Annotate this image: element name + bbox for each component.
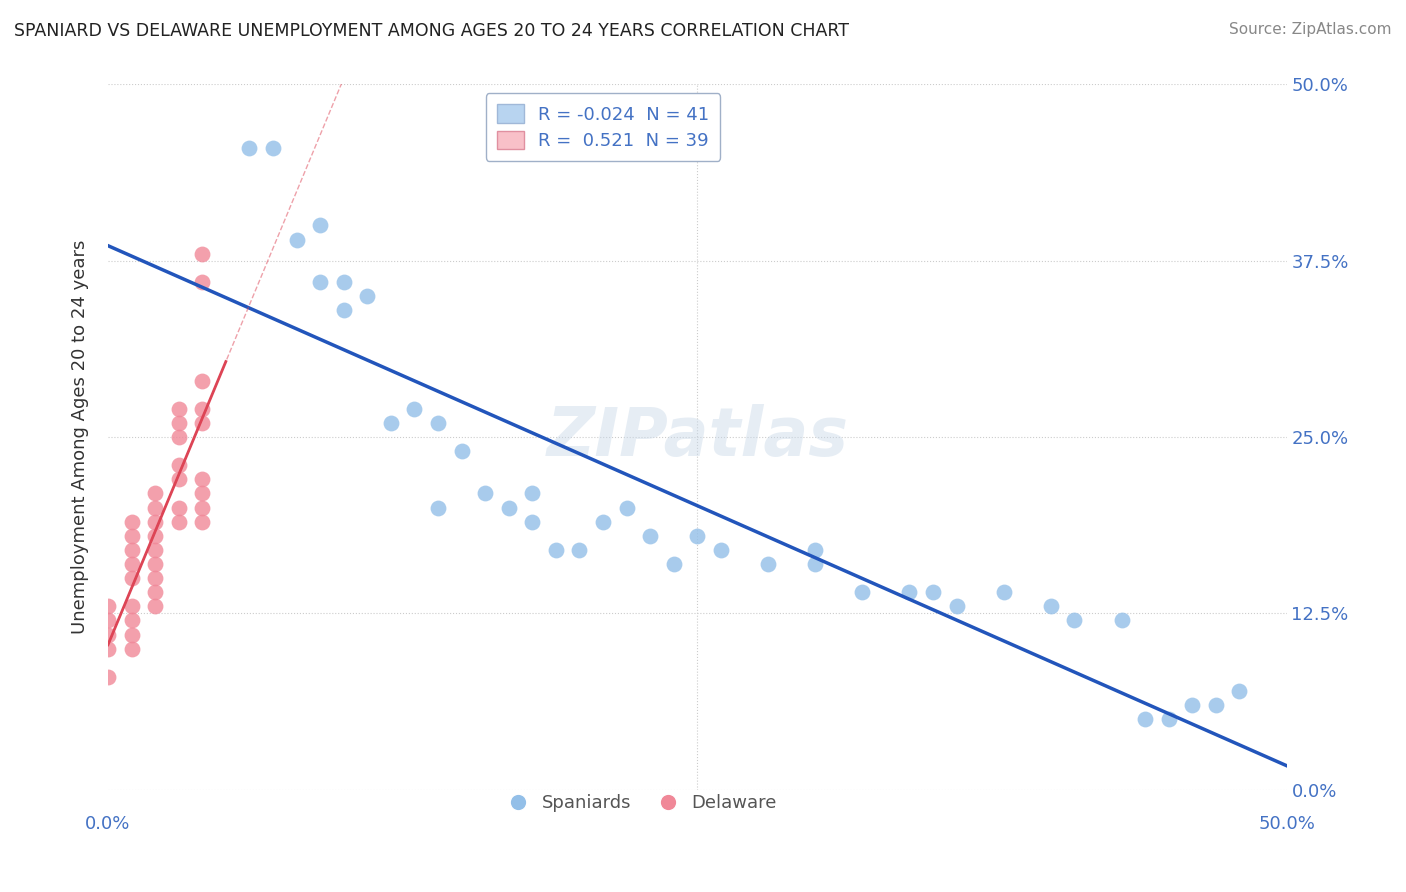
Point — [356, 289, 378, 303]
Point — [686, 529, 709, 543]
Point — [1111, 614, 1133, 628]
Point — [143, 515, 166, 529]
Point — [143, 557, 166, 571]
Point — [191, 374, 214, 388]
Point — [191, 486, 214, 500]
Point — [97, 614, 120, 628]
Point — [522, 515, 544, 529]
Point — [898, 585, 921, 599]
Point — [143, 599, 166, 614]
Point — [522, 486, 544, 500]
Point — [332, 275, 354, 289]
Point — [121, 627, 143, 641]
Point — [262, 141, 284, 155]
Point — [592, 515, 614, 529]
Point — [167, 515, 190, 529]
Point — [143, 542, 166, 557]
Point — [1229, 684, 1251, 698]
Point — [143, 529, 166, 543]
Point — [191, 500, 214, 515]
Point — [167, 401, 190, 416]
Point — [191, 275, 214, 289]
Text: 50.0%: 50.0% — [1258, 815, 1315, 833]
Point — [1133, 712, 1156, 726]
Point — [191, 401, 214, 416]
Point — [167, 472, 190, 486]
Text: Source: ZipAtlas.com: Source: ZipAtlas.com — [1229, 22, 1392, 37]
Point — [97, 627, 120, 641]
Point — [498, 500, 520, 515]
Point — [1039, 599, 1062, 614]
Point — [121, 529, 143, 543]
Point — [238, 141, 260, 155]
Point — [121, 542, 143, 557]
Point — [167, 458, 190, 473]
Point — [191, 472, 214, 486]
Point — [191, 246, 214, 260]
Point — [167, 430, 190, 444]
Point — [97, 641, 120, 656]
Text: ZIPatlas: ZIPatlas — [547, 404, 848, 470]
Text: SPANIARD VS DELAWARE UNEMPLOYMENT AMONG AGES 20 TO 24 YEARS CORRELATION CHART: SPANIARD VS DELAWARE UNEMPLOYMENT AMONG … — [14, 22, 849, 40]
Point — [121, 641, 143, 656]
Text: 0.0%: 0.0% — [86, 815, 131, 833]
Point — [309, 275, 332, 289]
Point — [1181, 698, 1204, 712]
Point — [309, 219, 332, 233]
Point — [450, 444, 472, 458]
Point — [121, 571, 143, 585]
Point — [945, 599, 967, 614]
Point — [474, 486, 496, 500]
Y-axis label: Unemployment Among Ages 20 to 24 years: Unemployment Among Ages 20 to 24 years — [72, 240, 89, 634]
Point — [427, 500, 450, 515]
Point — [1063, 614, 1085, 628]
Point — [568, 542, 591, 557]
Point — [804, 557, 827, 571]
Point — [427, 416, 450, 430]
Point — [167, 416, 190, 430]
Point — [121, 515, 143, 529]
Point — [97, 599, 120, 614]
Point — [121, 599, 143, 614]
Point — [143, 486, 166, 500]
Point — [404, 401, 426, 416]
Point — [332, 303, 354, 318]
Point — [804, 542, 827, 557]
Point — [638, 529, 661, 543]
Point — [922, 585, 945, 599]
Point — [616, 500, 638, 515]
Point — [285, 233, 308, 247]
Point — [1205, 698, 1227, 712]
Point — [851, 585, 873, 599]
Point — [191, 515, 214, 529]
Point — [167, 500, 190, 515]
Point — [544, 542, 567, 557]
Point — [191, 416, 214, 430]
Point — [97, 670, 120, 684]
Point — [143, 571, 166, 585]
Point — [380, 416, 402, 430]
Point — [143, 500, 166, 515]
Point — [756, 557, 779, 571]
Point — [121, 557, 143, 571]
Point — [121, 614, 143, 628]
Point — [1157, 712, 1180, 726]
Point — [143, 585, 166, 599]
Legend: Spaniards, Delaware: Spaniards, Delaware — [494, 787, 783, 820]
Point — [710, 542, 733, 557]
Point — [993, 585, 1015, 599]
Point — [662, 557, 685, 571]
